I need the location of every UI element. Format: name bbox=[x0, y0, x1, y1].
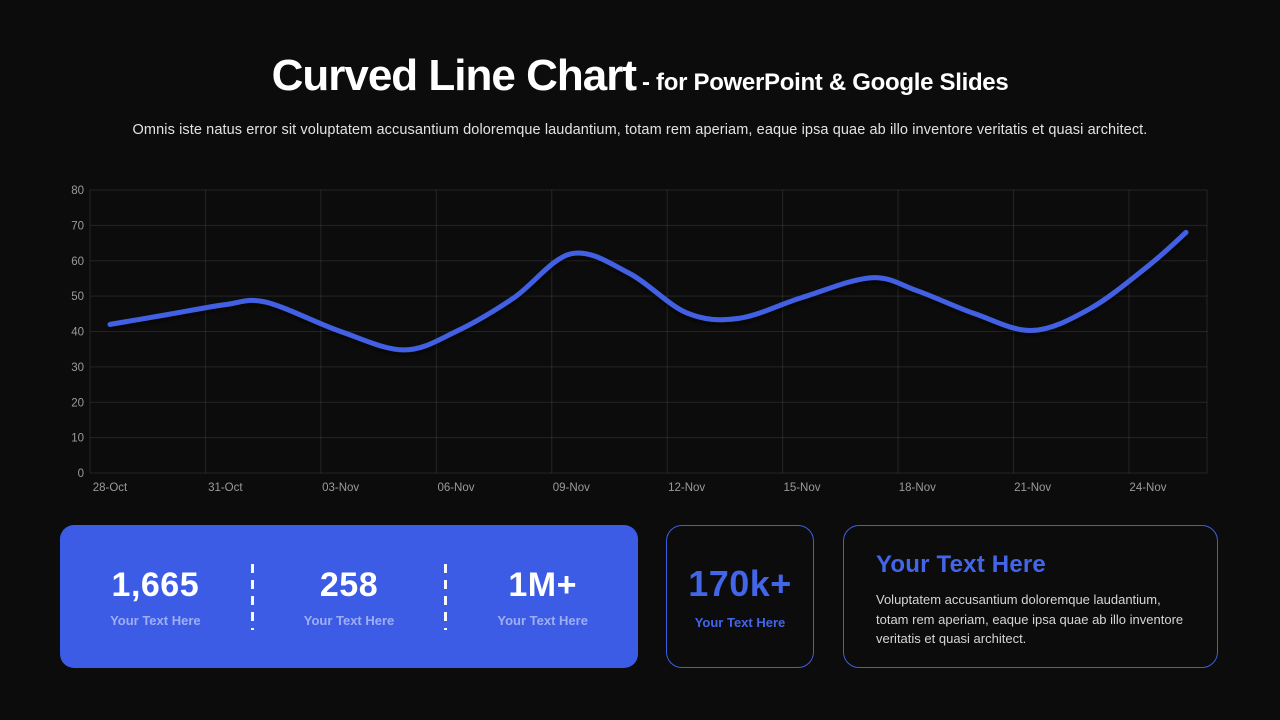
x-axis-tick-label: 03-Nov bbox=[322, 482, 359, 494]
dashed-divider bbox=[444, 563, 448, 630]
stat-value: 1,665 bbox=[111, 565, 200, 604]
stat-value: 1M+ bbox=[508, 565, 577, 604]
y-axis-tick-label: 70 bbox=[71, 220, 84, 232]
highlight-value: 170k+ bbox=[688, 563, 792, 604]
x-axis-tick-label: 06-Nov bbox=[437, 482, 474, 494]
y-axis-tick-label: 10 bbox=[71, 433, 84, 445]
stat-item: 258 Your Text Here bbox=[254, 566, 445, 628]
x-axis-tick-label: 21-Nov bbox=[1014, 482, 1051, 494]
page-description: Omnis iste natus error sit voluptatem ac… bbox=[132, 122, 1148, 138]
page-title-main: Curved Line Chart bbox=[271, 51, 637, 100]
stats-card: 1,665 Your Text Here 258 Your Text Here … bbox=[60, 525, 638, 668]
stat-item: 1M+ Your Text Here bbox=[447, 566, 638, 628]
info-card: Your Text Here Voluptatem accusantium do… bbox=[843, 525, 1218, 668]
dashed-divider bbox=[250, 563, 254, 630]
highlight-label: Your Text Here bbox=[694, 615, 786, 630]
y-axis-tick-label: 30 bbox=[71, 362, 84, 374]
y-axis-tick-label: 80 bbox=[71, 185, 84, 197]
page-title-suffix: - for PowerPoint & Google Slides bbox=[641, 69, 1009, 96]
highlight-card: 170k+ Your Text Here bbox=[666, 525, 814, 668]
chart-series bbox=[107, 229, 1189, 353]
y-axis-tick-label: 20 bbox=[71, 397, 84, 409]
y-axis-tick-label: 60 bbox=[71, 256, 84, 268]
line-chart: 0 10 20 30 40 50 60 70 80 28-Oct 31-Oct 03-Nov 06-No… bbox=[0, 175, 1280, 500]
x-axis-tick-label: 24-Nov bbox=[1129, 482, 1166, 494]
stat-item: 1,665 Your Text Here bbox=[60, 566, 251, 628]
y-axis-tick-label: 40 bbox=[71, 327, 84, 339]
x-axis-tick-label: 12-Nov bbox=[668, 482, 705, 494]
page-title: Curved Line Chart - for PowerPoint & Goog… bbox=[0, 54, 1280, 98]
chart-canvas: 0 10 20 30 40 50 60 70 80 28-Oct 31-Oct 03-Nov 06-No… bbox=[71, 185, 1208, 494]
chart-axis-labels: 0 10 20 30 40 50 60 70 80 28-Oct 31-Oct 03-Nov 06-No… bbox=[71, 185, 1167, 494]
x-axis-tick-label: 09-Nov bbox=[553, 482, 590, 494]
stat-label: Your Text Here bbox=[303, 612, 395, 628]
stat-label: Your Text Here bbox=[497, 612, 588, 628]
x-axis-tick-label: 31-Oct bbox=[208, 482, 243, 494]
x-axis-tick-label: 18-Nov bbox=[899, 482, 936, 494]
line-series-path bbox=[107, 229, 1189, 353]
slide-header: Curved Line Chart - for PowerPoint & Goog… bbox=[0, 0, 1280, 139]
chart-gridlines bbox=[89, 189, 1208, 474]
info-card-title: Your Text Here bbox=[876, 551, 1046, 578]
info-card-body: Voluptatem accusantium doloremque laudan… bbox=[876, 592, 1184, 646]
x-axis-tick-label: 28-Oct bbox=[93, 482, 128, 494]
cards-row: 1,665 Your Text Here 258 Your Text Here … bbox=[60, 525, 1218, 668]
x-axis-tick-label: 15-Nov bbox=[783, 482, 820, 494]
stat-value: 258 bbox=[319, 565, 379, 604]
stat-label: Your Text Here bbox=[110, 612, 201, 628]
y-axis-tick-label: 0 bbox=[78, 468, 84, 480]
y-axis-tick-label: 50 bbox=[71, 291, 84, 303]
